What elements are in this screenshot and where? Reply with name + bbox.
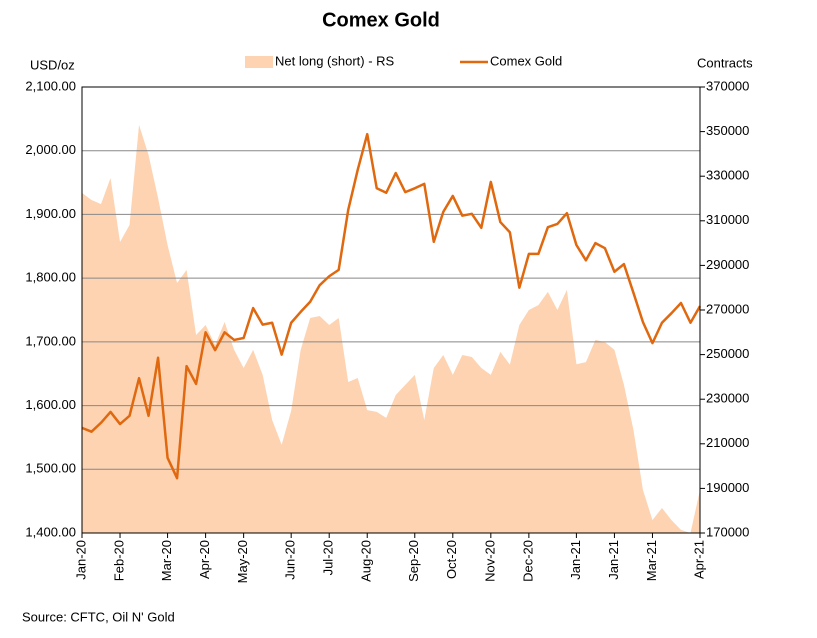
x-tick-label: Jan-21 bbox=[568, 540, 583, 580]
y2-tick-label: 330000 bbox=[706, 168, 749, 183]
legend-label: Comex Gold bbox=[490, 53, 562, 68]
y-tick-label: 1,500.00 bbox=[25, 461, 76, 476]
x-tick-label: Apr-20 bbox=[197, 540, 212, 579]
y2-tick-label: 270000 bbox=[706, 301, 749, 316]
x-tick-label: Mar-21 bbox=[644, 540, 659, 581]
plot-frame bbox=[81, 86, 701, 534]
y2-tick-label: 370000 bbox=[706, 78, 749, 93]
y-tick-label: 1,900.00 bbox=[25, 206, 76, 221]
x-tick-label: Feb-20 bbox=[111, 540, 126, 581]
y-tick-label: 1,600.00 bbox=[25, 397, 76, 412]
x-tick-label: May-20 bbox=[235, 540, 250, 583]
y-tick-label: 2,000.00 bbox=[25, 142, 76, 157]
y-tick-label: 1,700.00 bbox=[25, 333, 76, 348]
y-tick-label: 1,400.00 bbox=[25, 524, 76, 539]
legend-label: Net long (short) - RS bbox=[275, 53, 395, 68]
x-tick-label: Mar-20 bbox=[159, 540, 174, 581]
x-tick-label: Jun-20 bbox=[283, 540, 298, 580]
y-axis-label: USD/oz bbox=[30, 57, 75, 72]
x-tick-label: Dec-20 bbox=[520, 540, 535, 582]
y2-tick-label: 310000 bbox=[706, 212, 749, 227]
x-tick-label: Aug-20 bbox=[359, 540, 374, 582]
y2-tick-label: 350000 bbox=[706, 123, 749, 138]
x-tick-label: Sep-20 bbox=[406, 540, 421, 582]
y2-tick-label: 250000 bbox=[706, 346, 749, 361]
y2-tick-label: 190000 bbox=[706, 480, 749, 495]
y2-tick-label: 230000 bbox=[706, 391, 749, 406]
x-tick-label: Jan-21 bbox=[606, 540, 621, 580]
x-tick-label: Nov-20 bbox=[482, 540, 497, 582]
area bbox=[82, 124, 700, 533]
y-tick-label: 1,800.00 bbox=[25, 270, 76, 285]
source: Source: CFTC, Oil N' Gold bbox=[22, 609, 175, 624]
x-tick-label: Jul-20 bbox=[321, 540, 336, 575]
x-tick-label: Apr-21 bbox=[691, 540, 706, 579]
chart-title: Comex Gold bbox=[322, 9, 440, 31]
line bbox=[81, 132, 702, 480]
y2-axis-label: Contracts bbox=[697, 55, 753, 70]
legend-swatch bbox=[245, 56, 273, 68]
y2-tick-label: 170000 bbox=[706, 524, 749, 539]
y2-tick-label: 290000 bbox=[706, 257, 749, 272]
y2-tick-label: 210000 bbox=[706, 435, 749, 450]
y-tick-label: 2,100.00 bbox=[25, 78, 76, 93]
x-tick-label: Oct-20 bbox=[444, 540, 459, 579]
x-tick-label: Jan-20 bbox=[73, 540, 88, 580]
